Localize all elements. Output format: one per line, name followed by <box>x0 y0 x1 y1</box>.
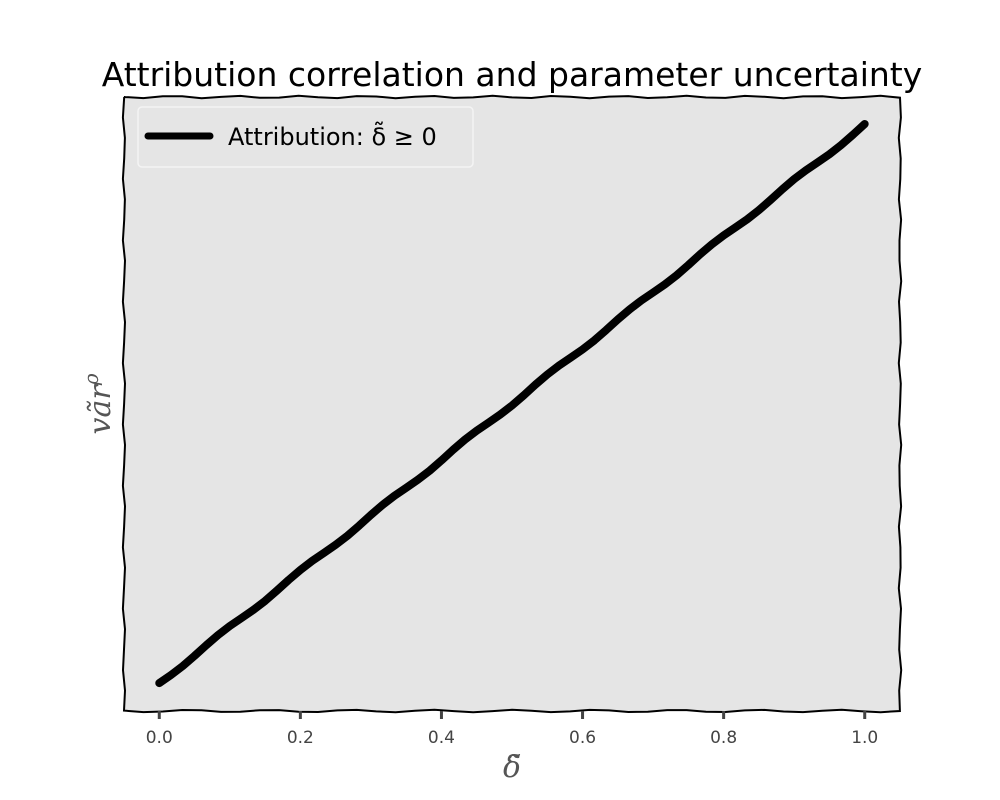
x-tick-label: 0.2 <box>287 728 314 748</box>
y-axis-label-main: vãr <box>83 384 118 435</box>
legend-box <box>137 106 474 168</box>
series-line-0 <box>155 120 869 688</box>
y-axis-label: vãrρ <box>79 373 118 434</box>
x-axis-ticks: 0.0 0.2 0.4 0.6 0.8 1.0 <box>146 711 878 748</box>
x-tick-label: 0.4 <box>428 728 455 748</box>
x-axis-label: δ̃ <box>503 750 521 785</box>
x-tick-label: 0.0 <box>146 728 173 748</box>
series-layer <box>155 120 869 688</box>
y-axis-label-superscript: ρ <box>79 373 103 386</box>
chart-title: Attribution correlation and parameter un… <box>102 55 923 94</box>
legend: Attribution: δ̃ ≥ 0 <box>137 106 474 168</box>
plot-frame <box>121 94 903 714</box>
x-tick-label: 0.6 <box>569 728 596 748</box>
legend-label: Attribution: δ̃ ≥ 0 <box>228 121 437 151</box>
x-tick-label: 1.0 <box>851 728 878 748</box>
x-tick-label: 0.8 <box>710 728 737 748</box>
